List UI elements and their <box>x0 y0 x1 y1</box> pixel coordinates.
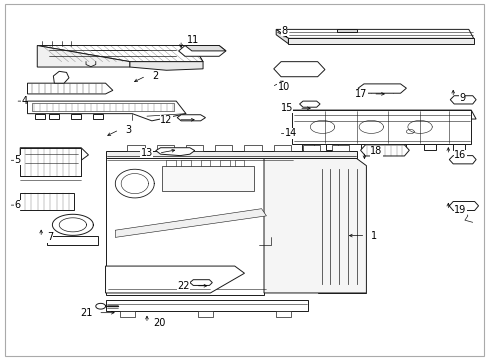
Polygon shape <box>360 144 371 149</box>
Polygon shape <box>130 62 203 70</box>
Polygon shape <box>105 158 264 295</box>
Polygon shape <box>157 145 173 151</box>
Polygon shape <box>273 145 290 151</box>
Polygon shape <box>49 114 59 119</box>
Polygon shape <box>105 151 356 158</box>
Text: 20: 20 <box>153 319 165 328</box>
Polygon shape <box>288 39 473 44</box>
Polygon shape <box>394 144 406 149</box>
Text: 22: 22 <box>177 281 189 291</box>
Text: 18: 18 <box>369 146 382 156</box>
Polygon shape <box>27 83 113 94</box>
Text: 16: 16 <box>453 150 466 160</box>
Polygon shape <box>276 30 288 44</box>
Polygon shape <box>292 110 475 119</box>
Polygon shape <box>35 114 44 119</box>
Polygon shape <box>71 114 81 119</box>
Text: 3: 3 <box>125 125 131 135</box>
Text: 9: 9 <box>458 93 464 103</box>
Text: 13: 13 <box>140 148 153 158</box>
Polygon shape <box>120 311 135 317</box>
Text: 8: 8 <box>281 26 286 36</box>
Polygon shape <box>37 45 203 62</box>
Polygon shape <box>336 30 356 32</box>
Polygon shape <box>452 144 464 149</box>
Polygon shape <box>357 84 406 93</box>
Polygon shape <box>292 110 470 144</box>
Polygon shape <box>185 145 203 151</box>
Polygon shape <box>47 235 98 244</box>
Polygon shape <box>189 280 212 285</box>
Polygon shape <box>276 311 290 317</box>
Polygon shape <box>20 148 81 176</box>
Text: 6: 6 <box>14 200 20 210</box>
Polygon shape <box>273 62 325 77</box>
Polygon shape <box>198 311 212 317</box>
Text: 17: 17 <box>354 89 366 99</box>
Polygon shape <box>37 45 130 67</box>
Polygon shape <box>177 115 205 121</box>
Text: 19: 19 <box>453 206 466 216</box>
Polygon shape <box>244 145 261 151</box>
Polygon shape <box>234 160 244 166</box>
Polygon shape <box>264 158 366 293</box>
Polygon shape <box>326 144 337 149</box>
Polygon shape <box>156 148 194 156</box>
Polygon shape <box>161 166 254 191</box>
Text: 2: 2 <box>152 71 158 81</box>
Polygon shape <box>20 148 88 160</box>
Text: 7: 7 <box>47 232 53 242</box>
Text: 1: 1 <box>370 231 377 240</box>
Polygon shape <box>105 266 244 293</box>
Text: 21: 21 <box>80 308 92 318</box>
Text: 5: 5 <box>14 155 20 165</box>
Polygon shape <box>93 114 103 119</box>
Polygon shape <box>448 202 478 211</box>
Text: 10: 10 <box>277 82 289 92</box>
Polygon shape <box>448 156 475 164</box>
Polygon shape <box>303 145 320 151</box>
Polygon shape <box>184 45 225 51</box>
Polygon shape <box>53 71 69 83</box>
Polygon shape <box>105 153 356 158</box>
Polygon shape <box>178 45 225 56</box>
Polygon shape <box>331 145 348 151</box>
Text: 15: 15 <box>280 103 293 113</box>
Polygon shape <box>181 160 190 166</box>
Polygon shape <box>200 160 210 166</box>
Polygon shape <box>32 103 173 111</box>
Polygon shape <box>115 209 266 237</box>
Polygon shape <box>220 160 229 166</box>
Polygon shape <box>20 193 74 211</box>
Polygon shape <box>215 145 232 151</box>
Polygon shape <box>27 101 185 121</box>
Polygon shape <box>276 30 473 39</box>
Text: 4: 4 <box>21 96 27 106</box>
Text: 12: 12 <box>160 115 172 125</box>
Polygon shape <box>360 145 408 156</box>
Polygon shape <box>166 160 176 166</box>
Polygon shape <box>127 145 144 151</box>
Polygon shape <box>105 300 307 311</box>
Polygon shape <box>423 144 435 149</box>
Text: 14: 14 <box>284 129 296 138</box>
Polygon shape <box>302 144 313 149</box>
Polygon shape <box>299 101 320 107</box>
Polygon shape <box>449 96 475 104</box>
Text: 11: 11 <box>186 35 199 45</box>
